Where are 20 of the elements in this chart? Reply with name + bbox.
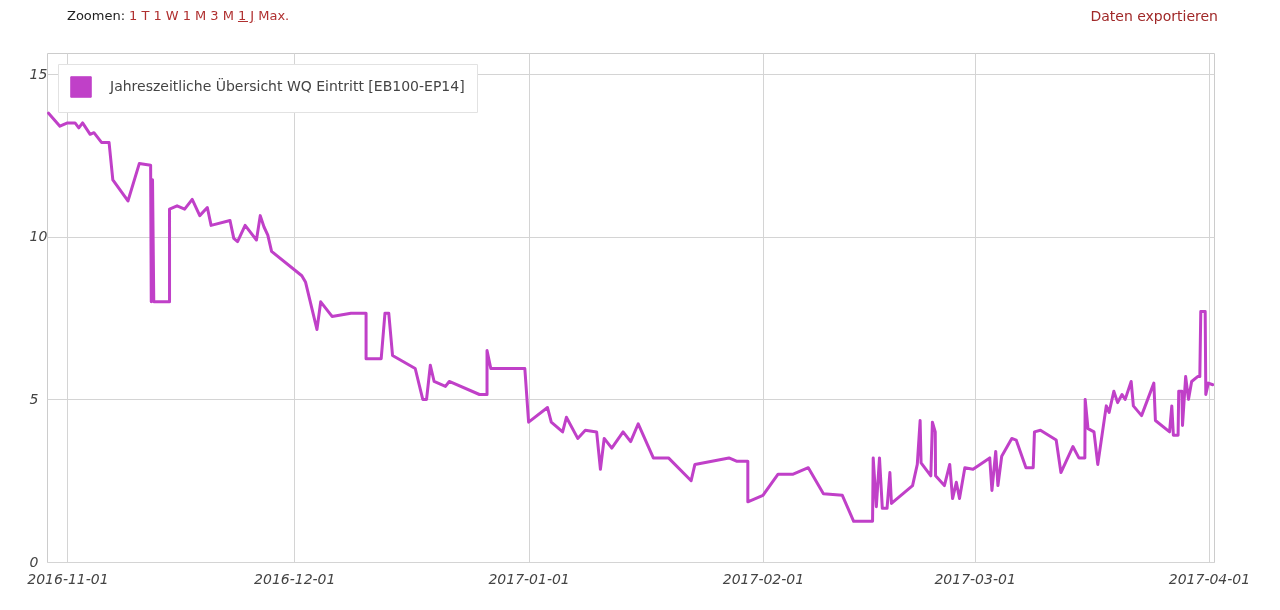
text: 1 J (237, 8, 255, 23)
x-tick-label: 2017-02-01 (722, 570, 805, 587)
text: Max. (258, 8, 290, 23)
x-tick-label: 2017-01-01 (488, 570, 570, 587)
y-tick-label: 10 (29, 228, 48, 245)
y-tick-label: 0 (29, 553, 39, 570)
line-series (47, 111, 1214, 523)
text: 1 T (129, 8, 150, 23)
y-tick-label: 5 (29, 390, 39, 407)
x-tick-label: 2016-11-01 (27, 570, 109, 587)
y-tick-label: 15 (29, 65, 48, 82)
text: Zoomen: (67, 8, 126, 23)
text: 1 M (182, 8, 207, 23)
x-tick-label: 2017-03-01 (934, 570, 1016, 587)
text: Daten exportieren (1090, 8, 1218, 24)
x-tick-label: 2016-12-01 (254, 570, 336, 587)
legend-label: Jahreszeitliche Übersicht WQ Eintritt [EB100-EP14] (109, 77, 465, 94)
text: 1 W (153, 8, 179, 23)
x-tick-label: 2017-04-01 (1168, 570, 1251, 587)
text: 3 M (210, 8, 234, 23)
